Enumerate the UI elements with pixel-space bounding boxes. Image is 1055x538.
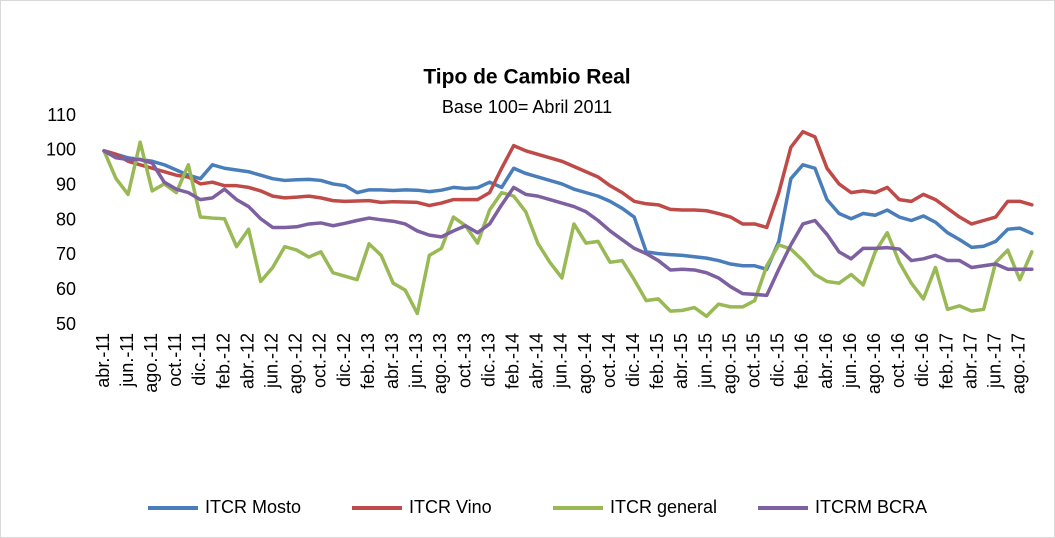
x-tick-label: abr.-17 [960, 333, 980, 389]
x-tick-label: dic.-12 [334, 333, 354, 387]
legend-label: ITCR Mosto [205, 497, 301, 517]
series-line [102, 149, 1034, 298]
x-tick-label: jun.-12 [261, 333, 281, 389]
legend-label: ITCR Vino [409, 497, 492, 517]
x-tick-label: ago.-14 [575, 333, 595, 394]
x-tick-label: feb.-12 [213, 333, 233, 389]
x-tick-label: abr.-16 [816, 333, 836, 389]
x-tick-label: abr.-11 [93, 333, 113, 388]
x-tick-label: dic.-15 [768, 333, 788, 387]
y-tick-label: 90 [56, 174, 76, 194]
x-tick-label: abr.-12 [237, 333, 257, 389]
y-tick-label: 100 [46, 140, 76, 160]
x-tick-label: oct.-12 [310, 333, 330, 388]
x-tick-label: ago.-13 [430, 333, 450, 394]
x-tick-label: oct.-13 [454, 333, 474, 388]
x-tick-label: dic.-16 [912, 333, 932, 387]
x-tick-label: feb.-13 [358, 333, 378, 389]
x-tick-label: jun.-16 [840, 333, 860, 389]
x-tick-label: dic.-13 [478, 333, 498, 387]
x-tick-label: abr.-13 [382, 333, 402, 389]
x-tick-label: oct.-14 [599, 333, 619, 388]
x-tick-label: oct.-15 [743, 333, 763, 388]
x-tick-label: ago.-12 [286, 333, 306, 394]
chart-subtitle: Base 100= Abril 2011 [442, 97, 612, 117]
x-tick-label: abr.-15 [671, 333, 691, 389]
x-tick-label: jun.-13 [406, 333, 426, 389]
y-tick-label: 50 [56, 314, 76, 334]
x-tick-label: feb.-15 [647, 333, 667, 389]
x-tick-label: ago.-17 [1009, 333, 1029, 394]
x-tick-label: dic.-14 [623, 333, 643, 387]
chart-title: Tipo de Cambio Real [423, 66, 630, 89]
x-tick-label: feb.-16 [792, 333, 812, 389]
x-tick-label: ago.-16 [864, 333, 884, 394]
x-tick-label: jun.-15 [695, 333, 715, 389]
y-tick-label: 110 [47, 105, 76, 125]
x-tick-label: jun.-17 [984, 333, 1004, 389]
x-tick-label: ago.-15 [719, 333, 739, 394]
x-tick-label: dic.-11 [189, 333, 209, 386]
x-tick-label: jun.-11 [117, 333, 137, 388]
x-tick-label: oct.-11 [165, 333, 185, 387]
x-tick-label: feb.-14 [502, 333, 522, 389]
x-tick-label: oct.-16 [888, 333, 908, 388]
y-tick-label: 70 [56, 244, 76, 264]
legend-label: ITCR general [610, 497, 717, 517]
x-tick-label: ago.-11 [141, 333, 161, 393]
series-line [102, 149, 1034, 272]
legend-label: ITCRM BCRA [815, 497, 927, 517]
x-tick-label: feb.-17 [936, 333, 956, 389]
x-tick-label: jun.-14 [551, 333, 571, 389]
y-tick-label: 60 [56, 279, 76, 299]
series-line [102, 129, 1034, 230]
x-tick-label: abr.-14 [527, 333, 547, 389]
y-tick-label: 80 [56, 209, 76, 229]
